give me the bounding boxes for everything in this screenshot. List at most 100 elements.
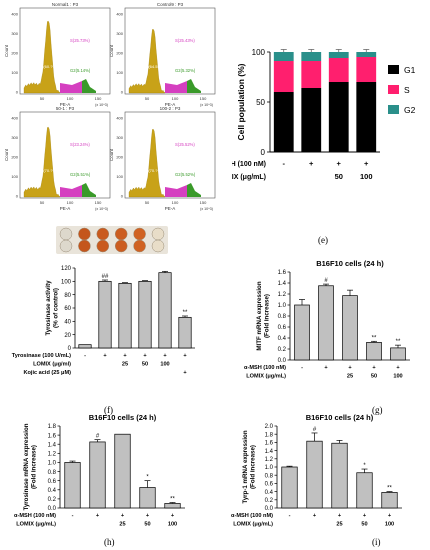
g2-peak	[187, 183, 201, 197]
histogram-ylabel: Count	[4, 44, 9, 57]
histogram-ytick: 100	[116, 70, 123, 75]
stacked-bar-g2	[328, 52, 349, 58]
treatment-value: +	[337, 159, 342, 168]
legend-label: G1	[404, 65, 416, 75]
treatment-value: -	[289, 513, 291, 519]
treatment-value: +	[388, 513, 392, 519]
histogram-ytick: 300	[116, 135, 123, 140]
bar	[118, 282, 132, 349]
legend-label: G2	[404, 105, 416, 115]
histogram-ylabel: Count	[4, 148, 9, 161]
histogram-xunit: (x 10^3)	[200, 103, 213, 107]
histogram-ytick: 200	[116, 155, 123, 160]
bar	[281, 466, 298, 509]
histogram-ytick: 0	[121, 194, 124, 199]
y-tick-label: 1.4	[48, 442, 57, 448]
y-tick-label: 0.8	[278, 314, 287, 320]
plate-well	[151, 239, 165, 253]
g1-phase-label: G1(64.55%)	[143, 64, 165, 69]
g2-peak	[82, 79, 96, 93]
y-axis-label: Cell population (%)	[236, 63, 246, 140]
significance-mark: *	[146, 475, 149, 481]
histogram-xunit: (x 10^3)	[95, 103, 108, 107]
bar	[114, 433, 131, 509]
histogram-ytick: 400	[116, 12, 123, 17]
significance-mark: **	[372, 335, 377, 341]
treatment-label: α-MSH (100 nM)	[231, 513, 273, 519]
histogram-ytick: 200	[116, 51, 123, 56]
g2-phase-label: G2(5.52%)	[175, 172, 196, 177]
y-tick-label: 100	[252, 48, 266, 57]
treatment-value: 100	[160, 362, 169, 368]
plate-well	[59, 227, 73, 241]
histogram-xunit: (x 10^3)	[200, 207, 213, 211]
bar	[138, 280, 152, 349]
chart-i: B16F10 cells (24 h) 0.0 0.2 0.4 0.6 0.8 1.0 1.2…	[215, 408, 430, 538]
g1-peak	[128, 29, 166, 94]
histogram-ytick: 300	[116, 31, 123, 36]
treatment-label: Kojic acid (25 μM)	[23, 370, 71, 376]
s-phase-label: S(23.24%)	[70, 142, 90, 147]
histogram-ytick: 300	[11, 135, 18, 140]
histogram-xtick: 50	[40, 200, 45, 205]
bar	[318, 285, 334, 361]
treatment-label: LOMIX (μg/mL)	[246, 374, 286, 380]
y-tick-label: 0.2	[278, 347, 287, 353]
treatment-value: -	[84, 353, 86, 359]
y-tick-label: 20	[64, 333, 71, 339]
g1-phase-label: G1(70.??%)	[143, 168, 165, 173]
y-axis-label-line: (% of control)	[53, 288, 60, 328]
histogram-2: Control9 : P3 400 300 200 100 0 Count 50 100 150 P…	[109, 2, 216, 107]
bar	[294, 304, 310, 361]
y-tick-label: 120	[61, 266, 72, 272]
histogram-title: 50-1 : P3	[56, 106, 75, 111]
plate-well	[133, 239, 146, 253]
histogram-xunit: (x 10^3)	[95, 207, 108, 211]
g1-peak	[128, 129, 166, 198]
y-tick-label: 0.4	[278, 336, 287, 342]
treatment-value: +	[163, 353, 167, 359]
treatment-label: α-MSH (100 nM)	[244, 365, 286, 371]
y-tick-label: 80	[64, 293, 71, 299]
histogram-xtick: 50	[145, 96, 150, 101]
treatment-value: +	[183, 353, 187, 359]
stacked-bar-s	[273, 61, 294, 92]
s-phase-area	[60, 185, 82, 197]
s-phase-area	[60, 81, 82, 93]
y-tick-label: 1.0	[265, 465, 274, 471]
y-tick-label: 0.2	[265, 498, 274, 504]
histogram-ylabel: Count	[109, 148, 114, 161]
treatment-value: 50	[142, 362, 148, 368]
histogram-frame	[124, 111, 216, 199]
bar	[89, 441, 106, 509]
bar	[64, 462, 81, 509]
panel-label-h: (h)	[104, 537, 115, 547]
treatment-label: α-MSH (100 nM)	[232, 161, 266, 168]
bar	[366, 342, 382, 361]
panel-label-f: (f)	[104, 405, 113, 415]
g1-peak	[23, 126, 61, 198]
histogram-xlabel: PE-A	[165, 102, 176, 107]
s-phase-area	[165, 185, 187, 197]
g2-peak	[82, 183, 96, 197]
tyrosinase-activity-bar-chart: 0 20 40 60 80 100 120 Tyrosinase activity(% of …	[12, 266, 195, 376]
y-tick-label: 50	[256, 98, 265, 107]
chart-e: 0 50 100 Cell population (%) G1 S G2 α-MSH (100…	[213, 30, 430, 230]
y-tick-label: 100	[61, 280, 72, 286]
tyrosinase-plate-image	[56, 226, 168, 254]
treatment-value: +	[364, 159, 369, 168]
treatment-value: +	[309, 159, 314, 168]
bar	[331, 442, 348, 509]
y-tick-label: 2.0	[265, 424, 274, 430]
flow-cytometry-histograms: Normal1 : P3 400 300 200 100 0 Count 50 100 150 PE…	[4, 2, 216, 211]
y-tick-label: 1.8	[48, 424, 57, 430]
histogram-xtick: 150	[200, 96, 207, 101]
treatment-label: LOMIX (μg/mL)	[16, 522, 56, 528]
g2-phase-label: G2(5.14%)	[70, 68, 91, 73]
g2-phase-label: G2(5.32%)	[175, 68, 196, 73]
stacked-bar-g1	[328, 82, 349, 152]
y-tick-label: 0.0	[278, 358, 287, 364]
stacked-bar-g2	[273, 52, 294, 61]
y-tick-label: 1.2	[278, 292, 287, 298]
histogram-ytick: 200	[11, 155, 18, 160]
